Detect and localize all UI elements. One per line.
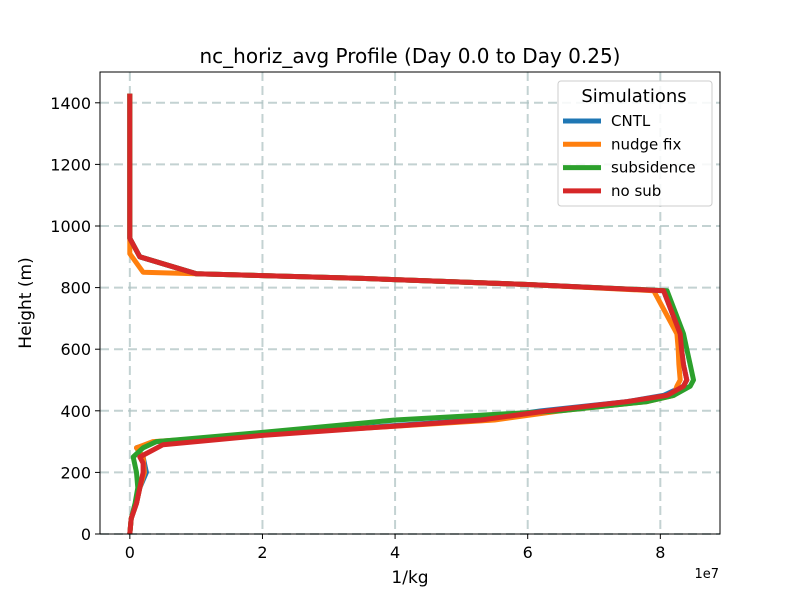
legend-label-cntl: CNTL <box>611 112 651 130</box>
y-tick-label: 1400 <box>50 94 91 113</box>
series-line-no-sub <box>127 93 690 535</box>
x-offset-label: 1e7 <box>694 567 719 582</box>
legend-label-nudge-fix: nudge fix <box>611 135 682 153</box>
y-tick-label: 600 <box>60 340 91 359</box>
legend-label-no-sub: no sub <box>611 182 661 200</box>
y-tick-label: 200 <box>60 463 91 482</box>
legend-title: Simulations <box>581 86 686 107</box>
x-tick-label: 0 <box>125 543 135 562</box>
x-axis-label: 1/kg <box>391 568 428 588</box>
x-tick-label: 6 <box>523 543 533 562</box>
series-layer <box>127 93 696 535</box>
x-tick-label: 8 <box>655 543 665 562</box>
legend-items: CNTL nudge fix subsidence no sub <box>563 112 696 200</box>
legend: Simulations CNTL nudge fix subsidence no su… <box>557 80 713 207</box>
plot-frame <box>99 71 721 535</box>
y-tick-label: 1200 <box>50 155 91 174</box>
x-tick-label: 4 <box>390 543 400 562</box>
legend-box <box>557 80 713 207</box>
chart-title: nc_horiz_avg Profile (Day 0.0 to Day 0.2… <box>200 44 621 68</box>
y-axis-label: Height (m) <box>16 257 36 348</box>
y-tick-label: 400 <box>60 402 91 421</box>
legend-label-subsidence: subsidence <box>611 159 696 177</box>
y-tick-label: 800 <box>60 279 91 298</box>
x-tick-label: 2 <box>257 543 267 562</box>
y-tick-label: 0 <box>81 525 91 544</box>
ticks: 0 2 4 6 8 0 200 400 600 800 1000 1200 1400 <box>50 94 665 562</box>
y-tick-label: 1000 <box>50 217 91 236</box>
